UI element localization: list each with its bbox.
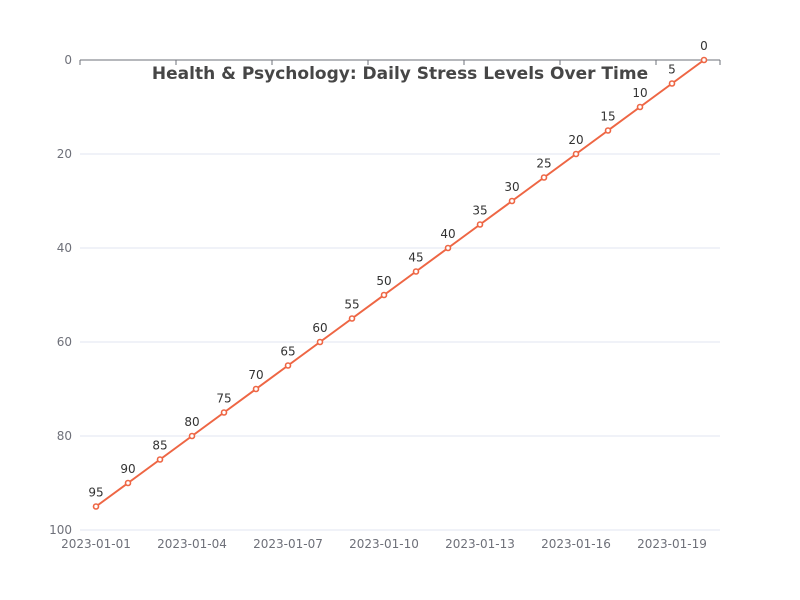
y-tick-label: 20: [57, 147, 72, 161]
data-label: 0: [700, 39, 708, 53]
x-tick-label: 2023-01-16: [541, 537, 611, 551]
data-label: 25: [536, 157, 551, 171]
data-point: [348, 315, 356, 322]
data-point: [412, 268, 420, 275]
data-point: [284, 362, 292, 369]
data-point: [636, 103, 644, 111]
data-point: [124, 479, 132, 487]
x-tick-label: 2023-01-07: [253, 537, 323, 551]
data-point: [476, 221, 484, 228]
data-label: 55: [344, 298, 359, 312]
data-point: [92, 503, 100, 510]
data-point: [668, 80, 676, 87]
data-label: 20: [568, 133, 583, 147]
data-point: [508, 197, 516, 205]
data-label: 35: [472, 204, 487, 218]
data-point: [188, 432, 196, 440]
data-label: 80: [184, 415, 199, 429]
x-tick-label: 2023-01-13: [445, 537, 515, 551]
y-tick-label: 100: [49, 523, 72, 537]
data-point: [444, 244, 452, 252]
data-point: [700, 56, 708, 64]
data-label: 15: [600, 110, 615, 124]
data-label: 5: [668, 63, 676, 77]
data-label: 60: [312, 321, 327, 335]
series-line: [95, 59, 705, 508]
data-point: [252, 385, 260, 393]
data-point: [540, 174, 548, 181]
y-tick-label: 40: [57, 241, 72, 255]
y-tick-label: 60: [57, 335, 72, 349]
data-point: [572, 150, 580, 158]
x-tick-label: 2023-01-10: [349, 537, 419, 551]
series-group: [92, 56, 708, 510]
data-point: [380, 291, 388, 299]
data-label: 10: [632, 86, 647, 100]
data-label: 70: [248, 368, 263, 382]
x-tick-label: 2023-01-04: [157, 537, 227, 551]
data-point: [220, 409, 228, 416]
data-label: 30: [504, 180, 519, 194]
grid-lines: [80, 153, 720, 531]
data-label: 40: [440, 227, 455, 241]
y-tick-label: 80: [57, 429, 72, 443]
data-label: 90: [120, 462, 135, 476]
x-tick-label: 2023-01-01: [61, 537, 131, 551]
data-label: 65: [280, 345, 295, 359]
data-label: 85: [152, 439, 167, 453]
y-tick-label: 0: [64, 53, 72, 67]
data-point: [604, 127, 612, 134]
chart-title: Health & Psychology: Daily Stress Levels…: [152, 64, 648, 84]
data-point: [156, 456, 164, 463]
data-label: 45: [408, 251, 423, 265]
data-label: 95: [88, 486, 103, 500]
data-point: [316, 338, 324, 346]
x-tick-label: 2023-01-19: [637, 537, 707, 551]
data-label: 75: [216, 392, 231, 406]
data-label: 50: [376, 274, 391, 288]
